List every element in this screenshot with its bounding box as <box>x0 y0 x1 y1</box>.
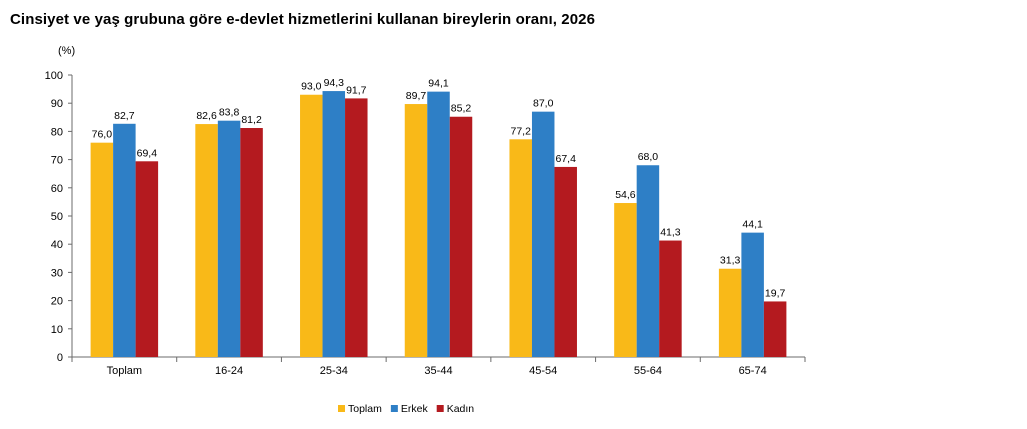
y-tick-label: 30 <box>51 267 63 279</box>
bar-kadın-45-54 <box>554 166 577 357</box>
x-tick-label: Toplam <box>107 365 142 377</box>
bar-toplam-16-24 <box>195 124 218 358</box>
legend-label-toplam: Toplam <box>348 403 382 415</box>
y-tick-label: 0 <box>57 352 63 364</box>
data-label: 54,6 <box>615 189 636 201</box>
chart-bars <box>90 91 787 358</box>
data-label: 77,2 <box>510 125 531 137</box>
data-label: 82,6 <box>196 110 217 122</box>
chart-legend: Toplam Erkek Kadın <box>338 403 474 415</box>
data-label: 87,0 <box>533 98 554 110</box>
data-label: 68,0 <box>638 151 659 163</box>
data-label: 69,4 <box>137 147 158 159</box>
data-label: 89,7 <box>406 90 427 102</box>
y-tick-label: 10 <box>51 324 63 336</box>
x-tick-label: 55-64 <box>634 365 662 377</box>
data-label: 41,3 <box>660 227 681 239</box>
x-tick-label: 25-34 <box>320 365 348 377</box>
x-tick-label: 65-74 <box>739 365 767 377</box>
data-label: 67,4 <box>555 153 576 165</box>
chart-axes: (%) 0 10 20 30 40 50 60 70 80 90 100 Toplam 16-24 25-3… <box>45 45 806 377</box>
y-tick-label: 50 <box>51 211 63 223</box>
legend-swatch-toplam <box>338 405 345 412</box>
bar-erkek-toplam <box>113 123 136 357</box>
y-axis-unit-label: (%) <box>58 45 75 57</box>
bar-erkek-16-24 <box>217 120 241 358</box>
data-label: 31,3 <box>720 255 741 267</box>
bar-kadın-16-24 <box>240 128 263 357</box>
bar-toplam-25-34 <box>300 94 323 358</box>
bar-toplam-35-44 <box>404 104 428 358</box>
bar-erkek-65-74 <box>741 232 764 357</box>
chart-title: Cinsiyet ve yaş grubuna göre e-devlet hi… <box>10 11 596 28</box>
y-tick-label: 40 <box>51 239 63 251</box>
x-tick-label: 45-54 <box>529 365 557 377</box>
bar-toplam-45-54 <box>509 139 532 357</box>
bar-toplam-55-64 <box>614 203 637 357</box>
data-label: 93,0 <box>301 81 322 93</box>
x-tick-label: 16-24 <box>215 365 243 377</box>
bar-erkek-35-44 <box>427 91 450 357</box>
y-tick-label: 20 <box>51 296 63 308</box>
bar-toplam-toplam <box>90 142 114 357</box>
bar-kadın-25-34 <box>345 98 368 357</box>
y-tick-label: 70 <box>51 155 63 167</box>
chart-data-labels: 76,082,7 69,4 82,6 83,881,2 93,0 94,391,7 89,7… <box>92 77 786 299</box>
y-tick-label: 90 <box>51 98 63 110</box>
data-label: 19,7 <box>765 287 786 299</box>
data-label: 94,3 <box>324 77 345 89</box>
x-tick-label: 35-44 <box>424 365 452 377</box>
legend-swatch-erkek <box>390 405 398 412</box>
bar-erkek-55-64 <box>636 165 660 357</box>
y-tick-label: 60 <box>51 183 63 195</box>
data-label: 83,8 <box>219 107 240 119</box>
data-label: 85,2 <box>451 103 472 115</box>
y-tick-label: 80 <box>51 126 63 138</box>
bar-kadın-toplam <box>135 161 159 357</box>
data-label: 91,7 <box>346 84 367 96</box>
bar-erkek-25-34 <box>322 91 346 357</box>
data-label: 81,2 <box>241 114 262 126</box>
y-tick-label: 100 <box>45 70 63 82</box>
legend-label-erkek: Erkek <box>401 403 429 415</box>
data-label: 44,1 <box>742 219 763 231</box>
data-label: 76,0 <box>92 129 113 141</box>
bar-kadın-65-74 <box>763 301 787 357</box>
legend-swatch-kadın <box>436 405 444 412</box>
bar-kadın-55-64 <box>659 240 682 357</box>
bar-erkek-45-54 <box>531 111 555 357</box>
data-label: 82,7 <box>114 110 135 122</box>
data-label: 94,1 <box>428 78 449 90</box>
legend-label-kadın: Kadın <box>447 403 475 415</box>
bar-toplam-65-74 <box>718 268 742 357</box>
bar-kadın-35-44 <box>449 116 473 358</box>
